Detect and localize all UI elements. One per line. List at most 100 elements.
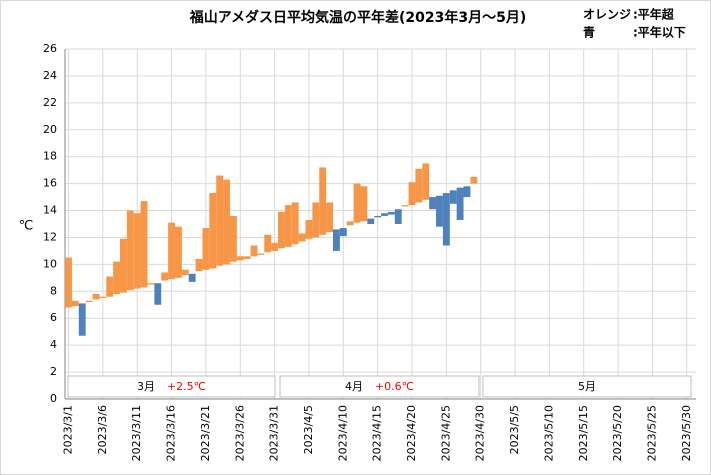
bar: [374, 215, 382, 218]
x-tick-label: 2023/5/15: [577, 405, 590, 461]
bar: [456, 187, 464, 220]
bar: [147, 283, 155, 285]
bar: [291, 202, 299, 245]
y-tick-label: 14: [43, 204, 57, 217]
bar: [202, 228, 210, 270]
bar: [381, 213, 388, 216]
bar: [113, 261, 121, 294]
bar: [133, 213, 141, 289]
bar: [360, 186, 368, 222]
bar: [339, 228, 347, 237]
bar: [236, 256, 244, 261]
bar: [140, 201, 148, 288]
chart-title: 福山アメダス日平均気温の平年差(2023年3月～5月): [189, 9, 527, 26]
bar: [284, 205, 292, 247]
legend-text: :平年以下: [633, 25, 686, 40]
bar: [243, 256, 251, 259]
bar: [332, 229, 340, 251]
x-tick-label: 2023/5/20: [611, 405, 624, 461]
bar: [415, 168, 423, 203]
month-name: 3月: [137, 380, 155, 393]
bar: [126, 210, 134, 290]
bar: [92, 294, 100, 300]
bar: [353, 183, 361, 223]
month-box: [482, 375, 692, 398]
bar: [312, 202, 320, 238]
bar: [181, 269, 189, 276]
bar: [65, 257, 72, 308]
y-tick-label: 0: [50, 392, 57, 405]
bar: [449, 190, 457, 204]
bar: [367, 218, 375, 224]
bar: [85, 300, 93, 303]
x-tick-label: 2023/3/16: [165, 405, 178, 461]
bar: [264, 234, 272, 253]
bar: [326, 202, 333, 233]
x-tick-label: 2023/5/5: [508, 405, 521, 454]
y-tick-label: 16: [43, 177, 57, 190]
x-tick-label: 2023/5/30: [680, 405, 693, 461]
x-tick-label: 2023/5/10: [542, 405, 555, 461]
month-label: 3月 +2.5℃: [137, 380, 206, 393]
bar: [223, 179, 230, 265]
bar: [78, 303, 86, 336]
y-tick-label: 4: [50, 338, 57, 351]
bar: [442, 193, 450, 246]
bar: [106, 276, 114, 297]
x-tick-label: 2023/4/15: [371, 405, 384, 461]
bar: [319, 167, 327, 235]
y-tick-label: 2: [50, 365, 57, 378]
bar: [71, 300, 79, 307]
x-tick-label: 2023/3/1: [62, 405, 75, 454]
month-anomaly: +2.5℃: [167, 380, 206, 393]
x-tick-label: 2023/4/25: [439, 405, 452, 461]
bar: [346, 221, 354, 226]
x-tick-label: 2023/4/30: [474, 405, 487, 461]
bar: [154, 283, 162, 305]
bar: [436, 195, 443, 227]
month-label: 5月: [578, 380, 596, 393]
y-tick-label: 20: [43, 123, 57, 136]
bar: [422, 163, 430, 200]
legend-swatch: オレンジ: [583, 8, 631, 22]
bar: [229, 215, 237, 262]
bar: [257, 253, 265, 255]
y-tick-label: 12: [43, 230, 57, 243]
x-tick-label: 2023/3/31: [268, 405, 281, 461]
bar: [168, 222, 175, 280]
bar: [161, 272, 169, 281]
month-box: [279, 375, 480, 398]
y-tick-label: 8: [50, 284, 57, 297]
bar: [429, 197, 437, 210]
month-box: [67, 375, 276, 398]
bar: [394, 209, 402, 224]
month-name: 5月: [578, 380, 596, 393]
bar: [470, 176, 478, 184]
bar: [174, 226, 182, 278]
bar: [271, 242, 279, 251]
bar: [250, 245, 258, 257]
month-anomaly: +0.6℃: [375, 380, 414, 393]
x-tick-label: 2023/4/20: [405, 405, 418, 461]
y-tick-label: 24: [43, 69, 57, 82]
bar: [408, 182, 416, 206]
x-tick-label: 2023/3/21: [199, 405, 212, 461]
x-tick-label: 2023/5/25: [645, 405, 658, 461]
bar: [188, 273, 196, 282]
x-tick-label: 2023/3/6: [96, 405, 109, 454]
legend-text: :平年超: [633, 7, 675, 22]
y-tick-label: 6: [50, 311, 57, 324]
x-tick-label: 2023/3/11: [130, 405, 143, 461]
bar: [463, 186, 471, 198]
bar: [120, 238, 127, 293]
legend-swatch: 青: [583, 25, 595, 40]
x-tick-label: 2023/4/5: [302, 405, 315, 454]
bar: [216, 175, 224, 266]
bar: [305, 219, 313, 239]
bar: [401, 205, 409, 207]
bar: [99, 296, 107, 299]
month-name: 4月: [345, 380, 363, 393]
y-tick-label: 22: [43, 96, 57, 109]
